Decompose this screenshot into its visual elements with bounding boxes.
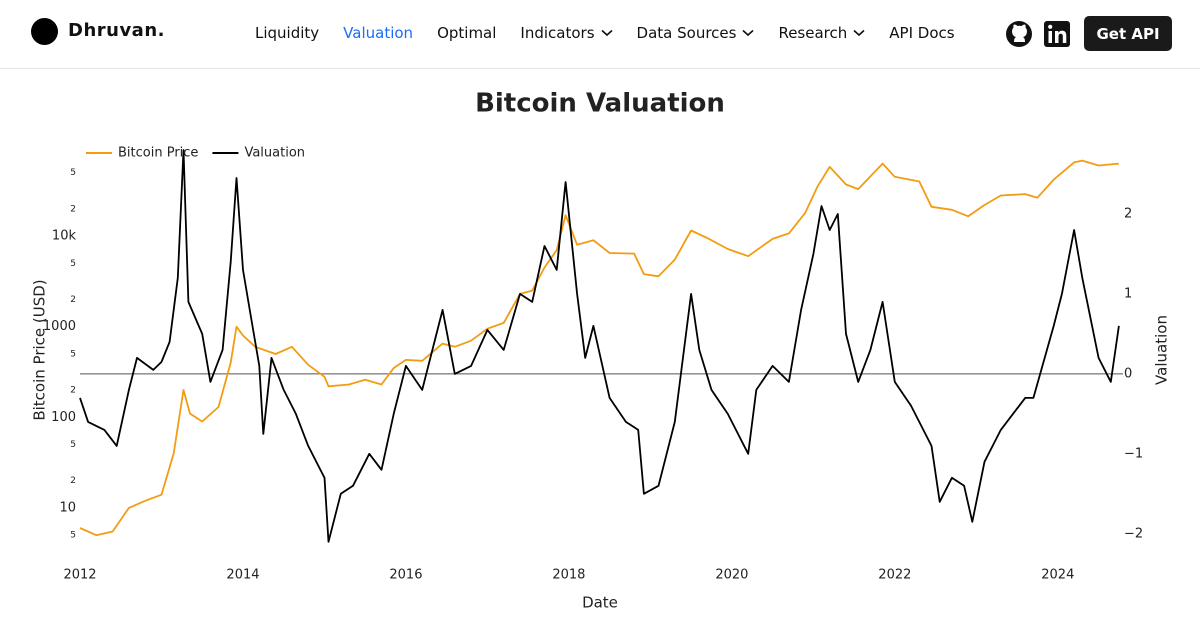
nav-link[interactable]: Research	[778, 24, 865, 42]
y-tick-label: 2	[70, 204, 76, 214]
linkedin-icon[interactable]	[1044, 21, 1070, 47]
y-axis-label: Bitcoin Price (USD)	[31, 279, 49, 420]
y2-tick-label: −1	[1124, 446, 1143, 461]
x-tick-label: 2014	[226, 568, 259, 583]
github-icon[interactable]	[1006, 21, 1032, 47]
series-line	[79, 149, 1120, 543]
x-tick-label: 2012	[63, 568, 96, 583]
y-tick-label: 2	[70, 476, 76, 486]
nav-link[interactable]: Valuation	[343, 24, 413, 42]
header: Dhruvan. Liquidity Valuation Optimal Indica…	[0, 0, 1200, 69]
nav-link-text: API Docs	[889, 24, 955, 42]
x-tick-label: 2018	[552, 568, 585, 583]
series-line	[79, 159, 1119, 537]
y2-tick-label: 1	[1124, 286, 1132, 301]
y-tick-label: 5	[70, 259, 76, 269]
nav-link-text: Valuation	[343, 24, 414, 42]
dropdown-chevron	[742, 29, 754, 37]
nav-link[interactable]: Indicators	[520, 24, 613, 42]
nav-link-text: Optimal	[437, 24, 497, 42]
nav-link[interactable]: API Docs	[889, 24, 954, 42]
x-tick-label: 2022	[878, 568, 911, 583]
y2-tick-label: 2	[1124, 206, 1132, 221]
x-tick-label: 2020	[715, 568, 748, 583]
y-tick-label: 2	[70, 386, 76, 396]
nav-link-text: Data Sources	[636, 24, 737, 42]
y-tick-label: 10k	[52, 229, 77, 244]
y-tick-label: 5	[70, 440, 76, 450]
social-icons	[1006, 21, 1070, 47]
legend-label: Bitcoin Price	[118, 146, 198, 161]
y-tick-label: 5	[70, 531, 76, 541]
get-api-button[interactable]: Get API	[1084, 16, 1172, 51]
chart-title: Bitcoin Valuation	[475, 89, 725, 119]
nav-link[interactable]: Optimal	[437, 24, 496, 42]
logo[interactable]: Dhruvan.	[68, 20, 165, 41]
x-axis-label: Date	[582, 594, 618, 612]
y-tick-label: 5	[70, 168, 76, 178]
nav-link-text: Research	[778, 24, 848, 42]
dropdown-chevron	[600, 29, 613, 37]
y2-tick-label: 0	[1124, 366, 1132, 381]
chart: Bitcoin Valuation Date Bitcoin Price (US…	[31, 89, 1171, 612]
x-tick-label: 2016	[389, 568, 422, 583]
logo-mark[interactable]	[31, 18, 58, 45]
dropdown-chevron	[853, 29, 865, 37]
y-tick-label: 1000	[43, 319, 76, 334]
x-tick-label: 2024	[1041, 568, 1074, 583]
y-tick-label: 10	[59, 500, 76, 515]
y-tick-label: 100	[51, 410, 76, 425]
y-tick-label: 2	[70, 295, 76, 305]
nav-link-text: Indicators	[520, 24, 595, 42]
y-tick-label: 5	[70, 349, 76, 359]
y2-tick-label: −2	[1124, 526, 1143, 541]
nav-link-text: Liquidity	[255, 24, 320, 42]
nav-link[interactable]: Data Sources	[637, 24, 755, 42]
nav: Liquidity Valuation Optimal Indicators Data …	[255, 24, 955, 42]
legend-label: Valuation	[244, 146, 305, 161]
y2-axis-label: Valuation	[1153, 315, 1171, 385]
nav-link[interactable]: Liquidity	[255, 24, 319, 42]
